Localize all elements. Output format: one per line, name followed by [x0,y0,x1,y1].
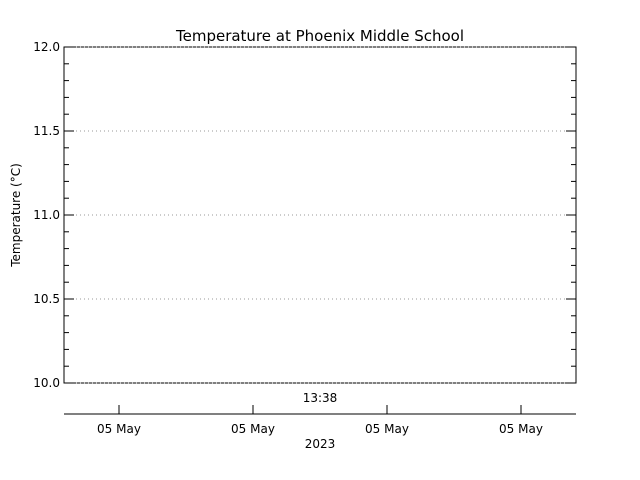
y-tick-label: 10.5 [33,292,60,306]
y-axis-label: Temperature (°C) [9,163,23,268]
time-annotation: 13:38 [303,391,338,405]
y-axis-tick-labels: 10.0 10.5 11.0 11.5 12.0 [33,40,60,390]
x-tick-label: 05 May [231,422,275,436]
x-tick-label: 05 May [499,422,543,436]
y-tick-label: 12.0 [33,40,60,54]
x-axis-label: 2023 [305,437,336,451]
y-tick-label: 11.5 [33,124,60,138]
x-tick-label: 05 May [365,422,409,436]
x-axis-tick-labels: 05 May 05 May 05 May 05 May [97,422,543,436]
chart-title: Temperature at Phoenix Middle School [175,27,464,45]
x-tick-label: 05 May [97,422,141,436]
y-gridlines [64,46,576,384]
x-axis [64,405,576,415]
y-tick-label: 11.0 [33,208,60,222]
y-axis-ticks [64,46,576,384]
y-tick-label: 10.0 [33,376,60,390]
